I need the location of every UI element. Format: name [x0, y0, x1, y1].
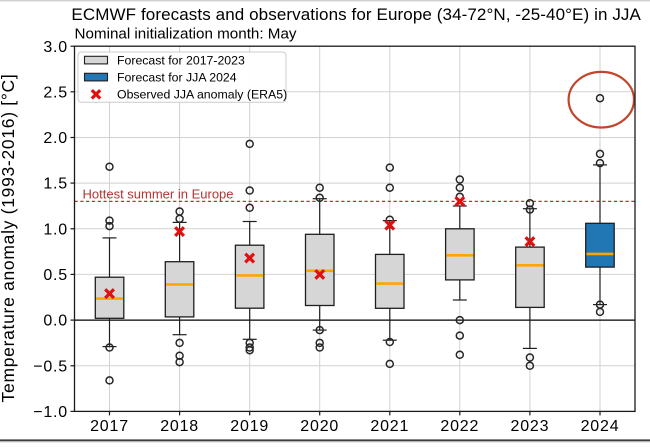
svg-text:Hottest summer in Europe: Hottest summer in Europe [83, 186, 234, 201]
svg-text:Forecast for JJA 2024: Forecast for JJA 2024 [117, 71, 237, 85]
svg-text:−1.0: −1.0 [33, 404, 68, 421]
svg-text:2017: 2017 [90, 418, 129, 435]
svg-text:0.0: 0.0 [43, 313, 68, 330]
svg-text:2023: 2023 [511, 418, 550, 435]
svg-text:0.5: 0.5 [43, 267, 68, 284]
svg-text:2.5: 2.5 [43, 84, 68, 101]
svg-text:2020: 2020 [300, 418, 339, 435]
svg-text:Observed JJA anomaly (ERA5): Observed JJA anomaly (ERA5) [117, 88, 287, 102]
svg-text:2021: 2021 [370, 418, 409, 435]
svg-text:Temperature anomaly (1993-2016: Temperature anomaly (1993-2016) [°C] [0, 74, 18, 403]
svg-text:2024: 2024 [581, 418, 620, 435]
svg-text:2019: 2019 [230, 418, 269, 435]
svg-text:Nominal initialization month:: Nominal initialization month: May [75, 26, 297, 43]
svg-text:Forecast for 2017-2023: Forecast for 2017-2023 [117, 54, 245, 68]
svg-text:−0.5: −0.5 [33, 358, 68, 375]
svg-text:1.0: 1.0 [43, 221, 68, 238]
svg-text:2018: 2018 [160, 418, 199, 435]
svg-text:3.0: 3.0 [43, 39, 68, 56]
svg-text:2022: 2022 [440, 418, 479, 435]
svg-text:ECMWF forecasts and observatio: ECMWF forecasts and observations for Eur… [71, 5, 641, 24]
svg-text:1.5: 1.5 [43, 176, 68, 193]
svg-text:2.0: 2.0 [43, 130, 68, 147]
